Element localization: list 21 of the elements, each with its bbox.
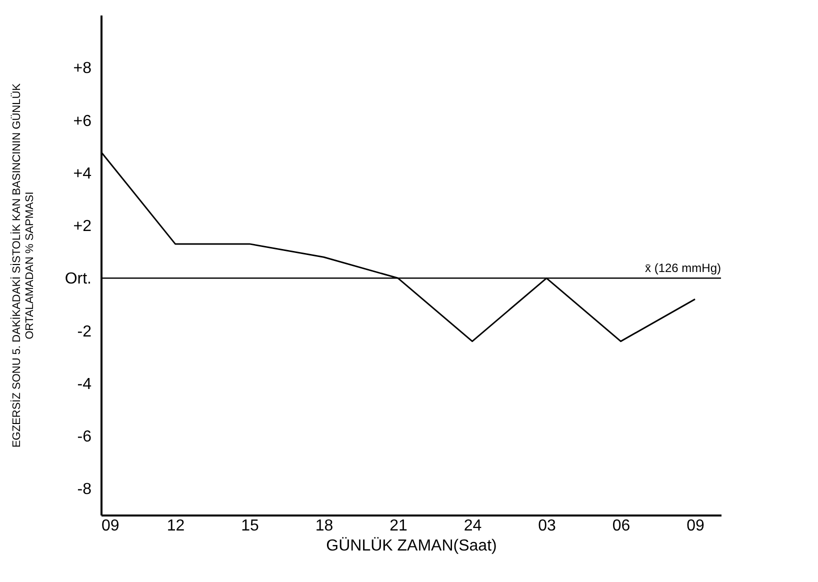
x-tick-label: 12 — [166, 518, 185, 534]
x-axis-title: GÜNLÜK ZAMAN(Saat) — [326, 536, 497, 554]
x-tick-label: 09 — [686, 518, 705, 534]
x-tick-label: 15 — [241, 518, 260, 534]
ref-line-label: x̄ (126 mmHg) — [644, 261, 721, 276]
y-tick-label: -6 — [77, 428, 92, 446]
y-tick-label: +4 — [73, 165, 92, 182]
x-tick-label: 24 — [464, 518, 482, 534]
y-tick-label: -2 — [77, 323, 92, 340]
y-tick-label: +2 — [73, 218, 92, 236]
y-tick-label: +8 — [73, 60, 92, 78]
x-tick-label: 06 — [612, 518, 630, 534]
x-tick-label: 18 — [315, 518, 334, 534]
x-tick-label: 21 — [390, 518, 408, 534]
y-tick-label: -8 — [77, 481, 92, 498]
y-tick-label: +6 — [73, 112, 92, 130]
y-tick-label: -4 — [77, 376, 92, 393]
x-tick-label: 09 — [102, 518, 120, 534]
y-tick-label: Ort. — [64, 270, 92, 288]
y-axis-title: EGZERSİZ SONU 5. DAKİKADAKİ SİSTOLİK KAN BASINCININ GÜNLÜK ORTALAMADAN % SAPMASI — [10, 82, 36, 448]
x-tick-label: 03 — [538, 518, 556, 534]
